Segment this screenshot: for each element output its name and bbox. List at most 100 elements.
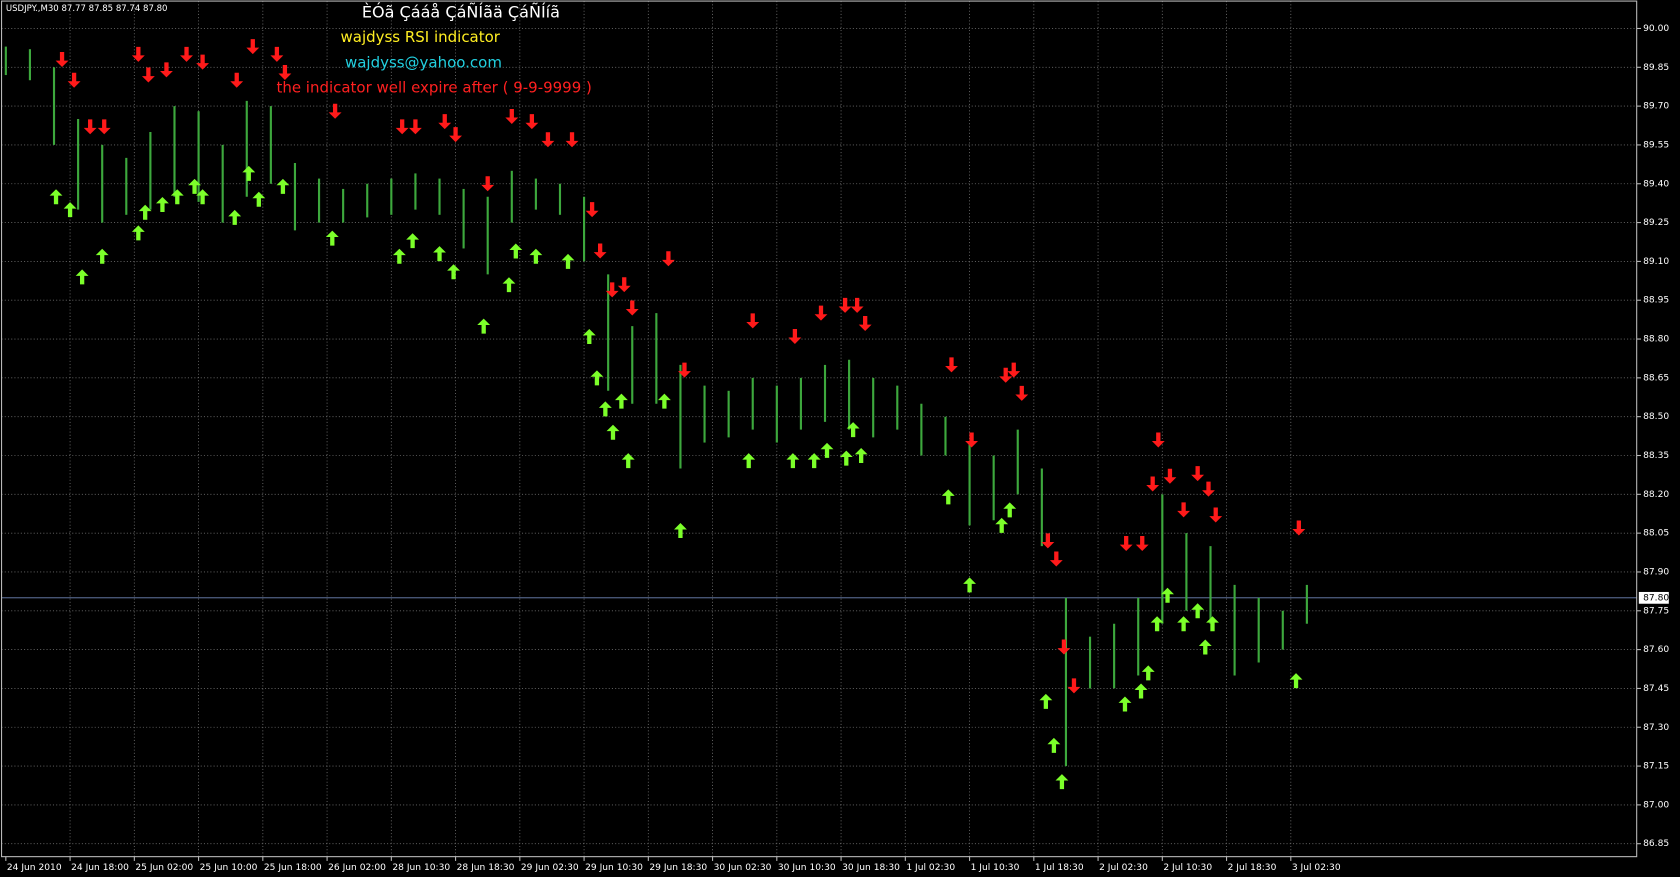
sell-arrow [160,62,173,78]
sell-arrow [270,46,284,62]
buy-arrow [839,450,853,466]
y-tick-label: 89.40 [1643,179,1669,189]
sell-arrow [1209,507,1223,523]
sell-arrow [131,46,145,62]
y-tick-label: 87.90 [1643,567,1669,577]
y-tick-label: 89.55 [1643,140,1669,150]
sell-arrow [1015,385,1029,401]
buy-arrow [502,277,516,293]
buy-arrow [252,191,266,207]
sell-arrow [788,328,802,344]
sell-arrow [1135,536,1149,551]
sell-arrow [1202,481,1215,497]
x-tick-label: 26 Jun 02:00 [328,863,386,873]
buy-arrow [820,442,834,458]
x-tick-label: 28 Jun 10:30 [392,863,450,873]
buy-arrow [941,489,955,505]
sell-arrow [97,119,111,135]
y-tick-label: 87.15 [1643,762,1669,772]
buy-arrow [807,453,821,469]
buy-arrow [1039,693,1053,709]
plot-frame [1,0,1638,858]
sell-arrow [505,108,519,124]
sell-arrow [625,300,639,316]
x-tick-label: 2 Jul 18:30 [1228,863,1277,873]
y-tick-label: 87.75 [1643,606,1669,616]
subtitle: wajdyss RSI indicator [341,28,501,46]
sell-arrow [395,119,409,135]
sell-arrow [1177,502,1191,518]
buy-arrow [170,189,184,205]
sell-arrow [408,119,422,135]
sell-arrow [858,316,872,332]
buy-arrow [674,523,687,539]
buy-arrow [242,165,256,181]
email: wajdyss@yahoo.com [345,54,502,72]
buy-arrow [131,225,145,241]
buy-arrow [49,189,63,205]
sell-arrow [328,103,342,119]
current-price-label: 87.80 [1643,593,1669,603]
sell-arrow [1151,432,1165,448]
buy-arrow [1177,616,1191,632]
buy-arrow [1161,587,1174,603]
sell-arrow [1007,362,1021,378]
x-tick-label: 29 Jun 10:30 [585,863,643,873]
buy-arrow [1118,696,1132,712]
buy-arrow [75,269,89,285]
sell-arrow [1146,476,1160,492]
x-tick-label: 28 Jun 18:30 [457,863,515,873]
buy-arrow [433,246,446,262]
buy-arrow [786,453,800,469]
x-tick-label: 25 Jun 18:00 [264,863,322,873]
buy-arrow [188,178,201,194]
y-tick-label: 88.35 [1643,451,1669,461]
sell-arrow [230,72,244,88]
y-tick-label: 87.30 [1643,723,1669,733]
sell-arrow [999,367,1013,383]
buy-arrow [854,448,868,463]
y-tick-label: 89.70 [1643,102,1669,112]
buy-arrow [392,248,406,264]
sell-arrow [1292,520,1306,536]
sell-arrow [55,52,69,68]
buy-arrow [1191,603,1205,619]
chart-title: ÈÓã Çááå ÇáÑÍãä ÇáÑÍíã [362,2,560,21]
buy-arrow [1047,737,1061,753]
buy-arrow [1206,616,1219,632]
sell-arrow [1163,468,1177,484]
y-tick-label: 86.85 [1643,839,1669,849]
sell-arrow [605,282,619,298]
x-tick-label: 3 Jul 02:30 [1292,863,1341,873]
buy-arrow [325,230,339,246]
buy-arrow [228,209,242,225]
sell-arrow [814,305,828,321]
sell-arrow [449,127,463,143]
sell-arrow [838,297,852,313]
sell-arrow [141,67,155,83]
sell-arrow [180,46,193,62]
sell-arrow [678,362,691,378]
annotation: the indicator well expire after ( 9-9-99… [276,78,591,96]
sell-arrow [83,119,97,135]
buy-arrow [276,178,290,194]
y-tick-label: 90.00 [1643,24,1669,34]
sell-arrow [196,54,210,70]
buy-arrow [582,328,596,344]
sell-arrow [850,297,864,313]
buy-arrow [963,577,976,593]
x-tick-label: 24 Jun 18:00 [71,863,129,873]
buy-arrow [846,422,860,438]
y-tick-label: 89.25 [1643,218,1669,228]
x-tick-label: 2 Jul 10:30 [1163,863,1212,873]
buy-arrow [598,401,612,417]
buy-arrow [1198,639,1212,655]
sell-arrow [1067,678,1081,694]
x-tick-label: 29 Jun 18:30 [649,863,707,873]
sell-arrow [246,39,260,55]
x-tick-label: 1 Jul 18:30 [1035,863,1084,873]
buy-arrow [621,453,635,469]
sell-arrow [525,114,539,130]
